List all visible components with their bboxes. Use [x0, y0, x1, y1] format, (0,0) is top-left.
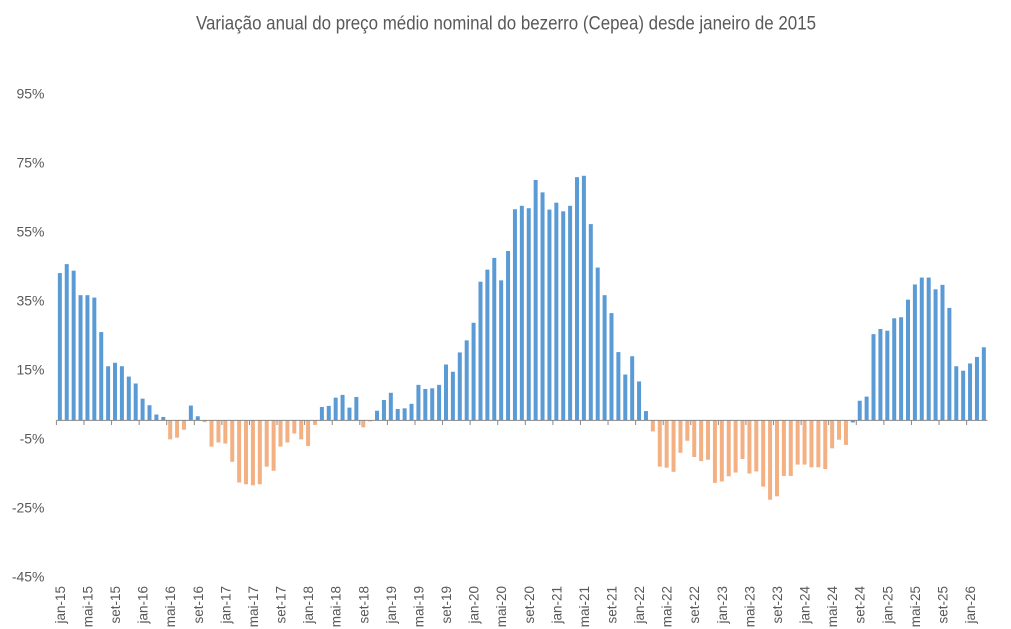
svg-text:mai-24: mai-24: [825, 586, 840, 628]
svg-text:55%: 55%: [16, 223, 44, 239]
svg-text:set-16: set-16: [191, 586, 206, 624]
svg-text:-45%: -45%: [12, 568, 45, 584]
svg-text:jan-24: jan-24: [798, 586, 813, 625]
svg-text:35%: 35%: [16, 292, 44, 308]
svg-text:set-15: set-15: [108, 586, 123, 624]
svg-text:jan-26: jan-26: [963, 586, 978, 625]
svg-text:mai-20: mai-20: [494, 586, 509, 627]
svg-text:jan-19: jan-19: [384, 586, 399, 625]
svg-text:set-22: set-22: [687, 586, 702, 624]
svg-text:mai-19: mai-19: [411, 586, 426, 627]
svg-text:jan-23: jan-23: [715, 586, 730, 625]
svg-text:set-25: set-25: [935, 586, 950, 624]
svg-text:mai-25: mai-25: [908, 586, 923, 627]
svg-text:set-21: set-21: [604, 586, 619, 624]
svg-text:15%: 15%: [16, 361, 44, 377]
svg-text:set-23: set-23: [770, 586, 785, 624]
svg-text:set-18: set-18: [356, 586, 371, 624]
svg-text:set-19: set-19: [439, 586, 454, 624]
svg-text:jan-17: jan-17: [218, 586, 233, 625]
svg-text:mai-21: mai-21: [577, 586, 592, 627]
svg-text:-25%: -25%: [12, 499, 45, 515]
svg-text:jan-20: jan-20: [467, 586, 482, 625]
svg-text:95%: 95%: [16, 85, 44, 101]
svg-text:jan-22: jan-22: [632, 586, 647, 625]
svg-text:jan-25: jan-25: [880, 586, 895, 625]
svg-text:mai-22: mai-22: [660, 586, 675, 627]
svg-text:jan-21: jan-21: [549, 586, 564, 625]
svg-text:Variação anual do preço médio: Variação anual do preço médio nominal do…: [196, 13, 816, 35]
svg-text:jan-15: jan-15: [53, 586, 68, 625]
svg-text:jan-18: jan-18: [301, 586, 316, 625]
svg-text:set-17: set-17: [274, 586, 289, 624]
svg-text:mai-17: mai-17: [246, 586, 261, 627]
svg-text:-5%: -5%: [20, 430, 45, 446]
svg-text:set-20: set-20: [522, 586, 537, 624]
svg-text:mai-15: mai-15: [80, 586, 95, 627]
svg-text:75%: 75%: [16, 154, 44, 170]
svg-text:mai-16: mai-16: [163, 586, 178, 627]
svg-text:mai-23: mai-23: [742, 586, 757, 627]
svg-text:set-24: set-24: [853, 586, 868, 624]
svg-text:jan-16: jan-16: [136, 586, 151, 625]
svg-text:mai-18: mai-18: [329, 586, 344, 627]
